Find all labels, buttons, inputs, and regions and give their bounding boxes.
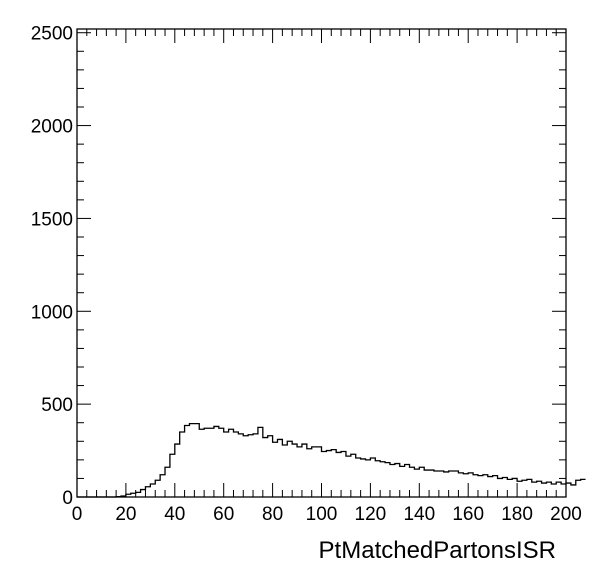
x-tick-label: 40	[164, 504, 185, 525]
x-tick-label: 120	[355, 504, 387, 525]
x-tick-label: 180	[501, 504, 533, 525]
x-tick-label: 80	[262, 504, 283, 525]
x-tick-label: 200	[550, 504, 582, 525]
x-tick-label: 160	[452, 504, 484, 525]
y-tick-label: 500	[41, 395, 73, 416]
axis-tick-labels: 0 20 40 60 80 100 120 140 160 180 2000500100015002…	[31, 24, 582, 525]
plot-frame	[76, 28, 567, 498]
y-tick-label: 1500	[31, 209, 73, 230]
x-axis-title: PtMatchedPartonsISR	[319, 537, 556, 564]
y-tick-label: 0	[62, 488, 73, 509]
x-tick-label: 140	[403, 504, 435, 525]
y-tick-label: 2000	[31, 117, 73, 138]
x-tick-label: 0	[72, 504, 83, 525]
x-tick-label: 20	[115, 504, 136, 525]
histogram-series-line	[77, 422, 586, 498]
x-tick-label: 60	[213, 504, 234, 525]
x-tick-label: 100	[306, 504, 338, 525]
y-tick-label: 1000	[31, 302, 73, 323]
y-tick-label: 2500	[31, 24, 73, 45]
